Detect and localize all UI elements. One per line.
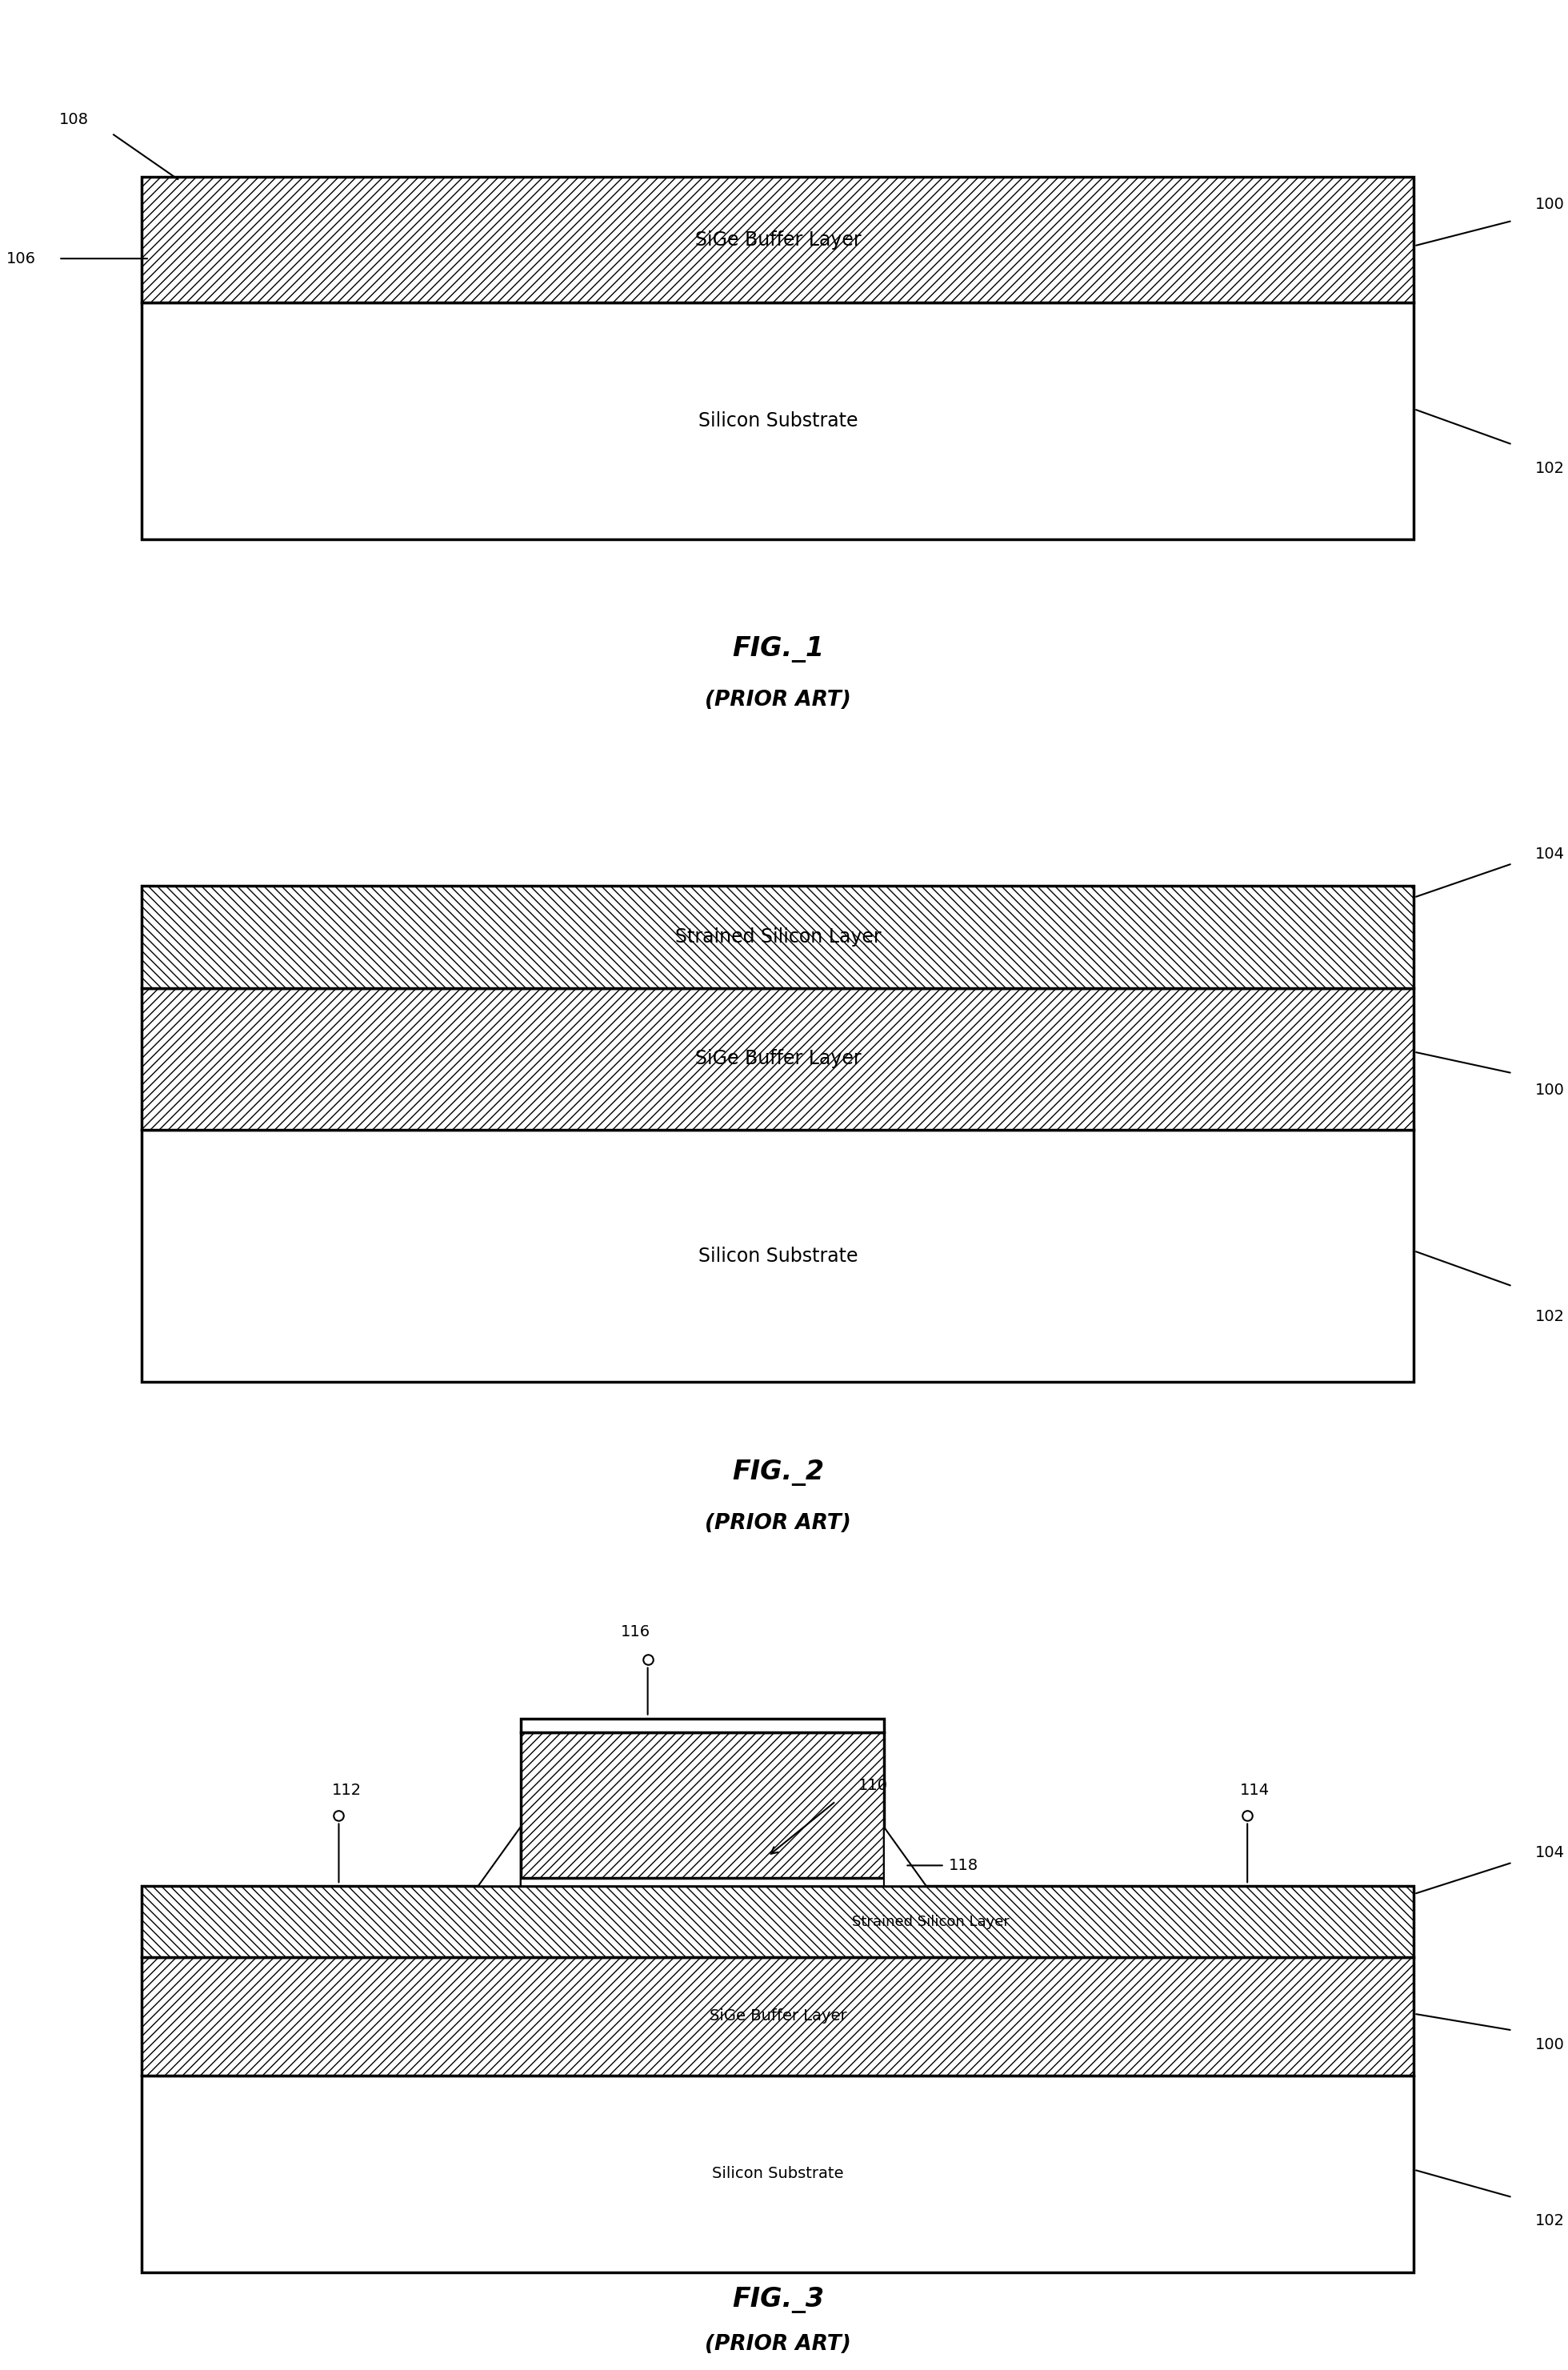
Text: (PRIOR ART): (PRIOR ART) xyxy=(706,2334,851,2356)
Text: Strained Silicon Layer: Strained Silicon Layer xyxy=(674,927,881,946)
Text: 116: 116 xyxy=(621,1623,651,1640)
Bar xyxy=(143,303,1414,538)
Text: 114: 114 xyxy=(1240,1782,1270,1799)
Text: (PRIOR ART): (PRIOR ART) xyxy=(706,1514,851,1533)
Text: Silicon Substrate: Silicon Substrate xyxy=(712,2166,844,2180)
Text: Strained Silicon Layer: Strained Silicon Layer xyxy=(851,1915,1010,1929)
Text: (PRIOR ART): (PRIOR ART) xyxy=(706,690,851,711)
Polygon shape xyxy=(884,1827,927,1887)
Text: 104: 104 xyxy=(1535,846,1565,863)
Text: FIG._3: FIG._3 xyxy=(732,2287,823,2313)
Text: Silicon Substrate: Silicon Substrate xyxy=(698,1247,858,1266)
Text: 108: 108 xyxy=(60,111,89,128)
Bar xyxy=(143,178,1414,303)
Text: SiGe Buffer Layer: SiGe Buffer Layer xyxy=(695,1050,861,1069)
Text: 100: 100 xyxy=(1535,2036,1565,2052)
Text: 118: 118 xyxy=(949,1858,978,1872)
Text: 102: 102 xyxy=(1535,460,1565,476)
Bar xyxy=(143,886,1414,988)
Bar xyxy=(143,1958,1414,2076)
Bar xyxy=(143,2076,1414,2273)
Bar xyxy=(143,1887,1414,1958)
Text: 100: 100 xyxy=(1535,1083,1565,1097)
Text: 112: 112 xyxy=(331,1782,361,1799)
Text: 104: 104 xyxy=(1535,1846,1565,1860)
Bar xyxy=(521,1718,884,1732)
Bar xyxy=(521,1732,884,1879)
Text: SiGe Buffer Layer: SiGe Buffer Layer xyxy=(709,2007,847,2024)
Bar xyxy=(521,1879,884,1887)
Text: FIG._2: FIG._2 xyxy=(732,1460,823,1486)
Polygon shape xyxy=(478,1827,521,1887)
Text: SiGe Buffer Layer: SiGe Buffer Layer xyxy=(695,230,861,249)
Bar xyxy=(143,1130,1414,1382)
Text: 100: 100 xyxy=(1535,197,1565,211)
Text: 106: 106 xyxy=(6,251,36,265)
Text: Silicon Substrate: Silicon Substrate xyxy=(698,412,858,431)
Text: 102: 102 xyxy=(1535,1308,1565,1325)
Text: 102: 102 xyxy=(1535,2214,1565,2228)
Text: 110: 110 xyxy=(859,1778,887,1794)
Text: FIG._1: FIG._1 xyxy=(732,635,823,664)
Bar xyxy=(143,988,1414,1130)
